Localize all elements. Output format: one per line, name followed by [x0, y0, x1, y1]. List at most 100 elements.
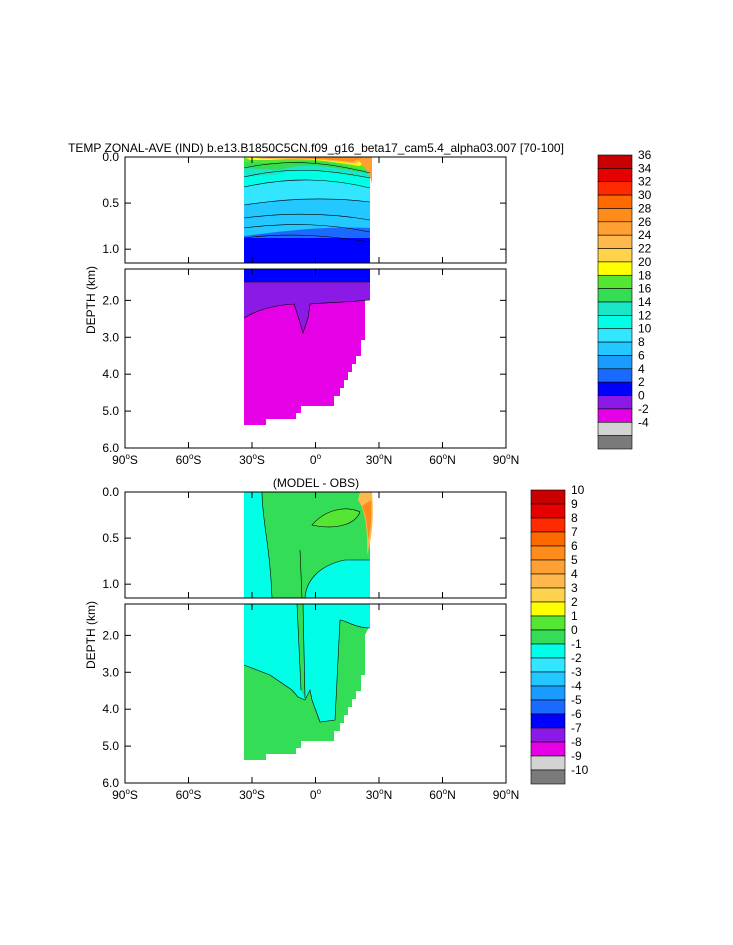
- temp-xtick-label: 90oN: [493, 452, 519, 467]
- temp-colorbar-label: 22: [638, 242, 652, 256]
- temp-colorbar-swatch: [597, 208, 633, 223]
- diff-colorbar-label: 9: [571, 497, 578, 511]
- temp-colorbar-label: 2: [638, 375, 645, 389]
- diff-colorbar-swatch: [530, 727, 566, 743]
- temp-colorbar-label: 20: [638, 255, 652, 269]
- diff-colorbar-label: -7: [571, 721, 582, 735]
- temp-xtick-label: 0o: [310, 452, 322, 467]
- diff-colorbar-swatch: [530, 685, 566, 701]
- temp-lower-field: [243, 269, 371, 425]
- diff-colorbar-label: 3: [571, 581, 578, 595]
- temp-colorbar-label: 8: [638, 335, 645, 349]
- diff-colorbar-swatch: [530, 713, 566, 729]
- diff-ytick-label: 6.0: [102, 776, 119, 790]
- temp-ytick-label: 2.0: [102, 293, 119, 307]
- temp-colorbar-swatch: [597, 181, 633, 196]
- temp-colorbar-label: 16: [638, 282, 652, 296]
- temp-colorbar-swatch: [597, 274, 633, 289]
- temp-colorbar-swatch: [597, 368, 633, 383]
- temp-colorbar-swatch: [597, 154, 633, 169]
- diff-axes: 90oS 60oS 30oS 0o 30oN 60oN 90oN 0.0 0.5 1.0 2.0 3.…: [102, 485, 519, 802]
- diff-colorbar-swatch: [530, 531, 566, 547]
- diff-colorbar-swatch: [530, 573, 566, 589]
- diff-colorbar-label: 7: [571, 525, 578, 539]
- diff-ytick-label: 1.0: [102, 577, 119, 591]
- diff-colorbar-swatch: [530, 699, 566, 715]
- diff-colorbar-label: 5: [571, 553, 578, 567]
- diff-ytick-label: 3.0: [102, 665, 119, 679]
- temp-xtick-label: 90oS: [112, 452, 138, 467]
- temp-colorbar-swatch: [597, 395, 633, 410]
- temp-colorbar-swatch: [597, 221, 633, 236]
- temp-colorbar-swatch: [597, 435, 633, 450]
- temp-colorbar-swatch: [597, 194, 633, 209]
- temp-colorbar-swatch: [597, 421, 633, 436]
- temp-xtick-label: 30oS: [239, 452, 265, 467]
- diff-colorbar-swatch: [530, 587, 566, 603]
- temp-colorbar-label: 30: [638, 188, 652, 202]
- diff-colorbar-swatch: [530, 517, 566, 533]
- temp-colorbar-label: -4: [638, 415, 649, 429]
- temp-xtick-label: 60oS: [176, 452, 202, 467]
- temp-colorbar-label: 12: [638, 308, 652, 322]
- temp-ytick-label: 6.0: [102, 441, 119, 455]
- temp-colorbar-swatch: [597, 234, 633, 249]
- diff-colorbar-label: -6: [571, 707, 582, 721]
- diff-colorbar-label: 4: [571, 567, 578, 581]
- diff-ytick-label: 4.0: [102, 702, 119, 716]
- temp-colorbar-label: 32: [638, 175, 652, 189]
- temp-colorbar-swatch: [597, 315, 633, 330]
- temp-colorbar-label: 18: [638, 268, 652, 282]
- temp-colorbar-swatch: [597, 328, 633, 343]
- temp-ytick-label: 3.0: [102, 330, 119, 344]
- chart-title-diff: (MODEL - OBS): [273, 476, 359, 490]
- diff-colorbar-label: -8: [571, 735, 582, 749]
- diff-colorbar-swatch: [530, 741, 566, 757]
- diff-colorbar-swatch: [530, 755, 566, 771]
- temp-xtick-label: 30oN: [366, 452, 392, 467]
- temp-colorbar-swatch: [597, 261, 633, 276]
- diff-colorbar-swatch: [530, 769, 566, 785]
- diff-colorbar-swatch: [530, 559, 566, 575]
- temp-colorbar-label: 34: [638, 161, 652, 175]
- temp-xtick-label: 60oN: [429, 452, 455, 467]
- temp-colorbar-label: 24: [638, 228, 652, 242]
- temp-colorbar-swatch: [597, 355, 633, 370]
- temp-colorbar-label: 0: [638, 389, 645, 403]
- diff-xtick-label: 90oN: [493, 787, 519, 802]
- diff-colorbar-swatch: [530, 601, 566, 617]
- diff-colorbar-swatch: [530, 671, 566, 687]
- temp-colorbar-label: 4: [638, 362, 645, 376]
- diff-xtick-label: 30oN: [366, 787, 392, 802]
- diff-colorbar-label: 1: [571, 609, 578, 623]
- diff-colorbar-swatch: [530, 489, 566, 505]
- diff-xtick-label: 60oN: [429, 787, 455, 802]
- diff-colorbar-swatch: [530, 643, 566, 659]
- diff-xtick-label: 0o: [310, 787, 322, 802]
- diff-colorbar-swatch: [530, 615, 566, 631]
- diff-colorbar-swatch: [530, 629, 566, 645]
- diff-colorbar-label: -3: [571, 665, 582, 679]
- temp-ytick-label: 0.0: [102, 150, 119, 164]
- temp-axes: 90oS 60oS 30oS 0o 30oN 60oN 90oN 0.0 0.5 1.0 2.0 3.…: [102, 150, 519, 467]
- diff-xtick-label: 90oS: [112, 787, 138, 802]
- temp-colorbar-swatch: [597, 288, 633, 303]
- temp-ylabel: DEPTH (km): [84, 266, 98, 334]
- temp-colorbar-label: 36: [638, 148, 652, 162]
- diff-colorbar-label: -5: [571, 693, 582, 707]
- temp-colorbar-swatch: [597, 248, 633, 263]
- temp-colorbar-label: 26: [638, 215, 652, 229]
- diff-xtick-label: 60oS: [176, 787, 202, 802]
- temp-colorbar-label: 6: [638, 348, 645, 362]
- temp-colorbar-swatch: [597, 408, 633, 423]
- diff-colorbar-label: -4: [571, 679, 582, 693]
- diff-colorbar-label: 2: [571, 595, 578, 609]
- diff-colorbar-label: 8: [571, 511, 578, 525]
- diff-colorbar-label: -9: [571, 749, 582, 763]
- temp-colorbar-swatch: [597, 168, 633, 183]
- diff-ytick-label: 5.0: [102, 739, 119, 753]
- temp-colorbar-swatch: [597, 381, 633, 396]
- diff-colorbar-label: 0: [571, 623, 578, 637]
- diff-colorbar-label: -10: [571, 763, 589, 777]
